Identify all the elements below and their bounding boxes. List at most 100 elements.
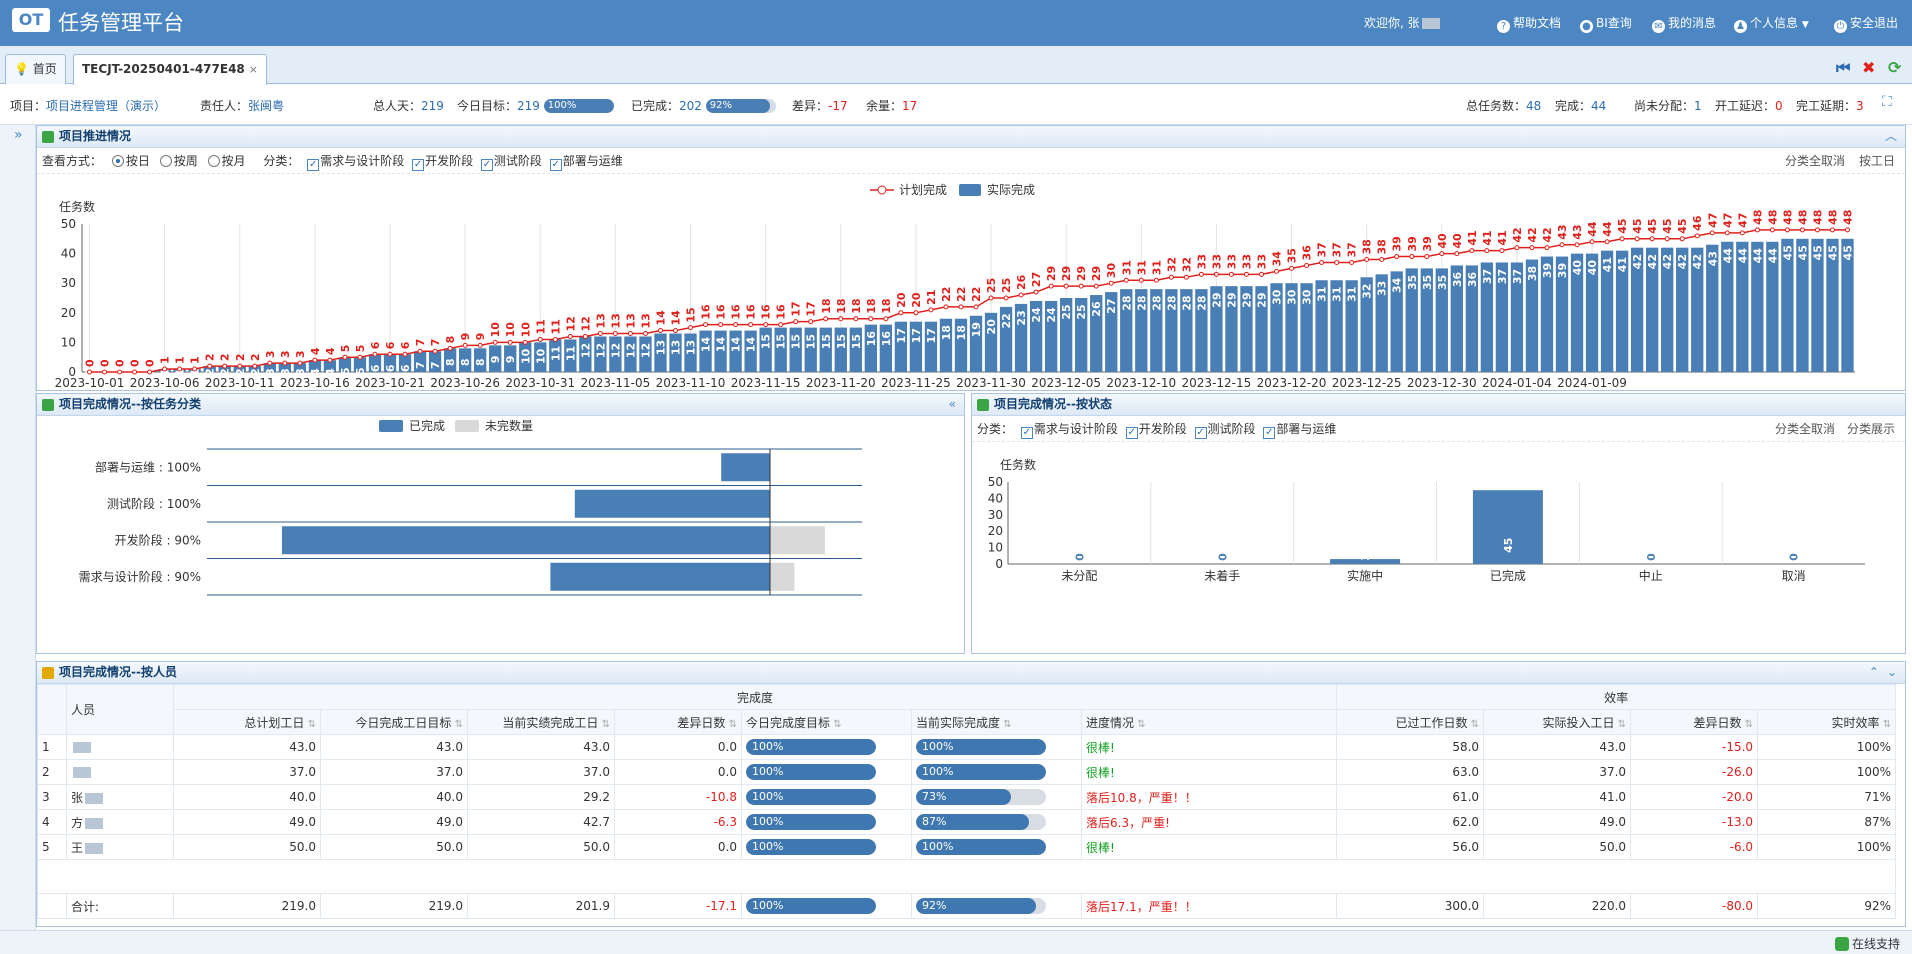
actual-bar — [1721, 241, 1734, 372]
messages-link[interactable]: ✉ 我的消息 — [1652, 14, 1716, 33]
col-progress-status[interactable]: 进度情况 — [1080, 709, 1338, 735]
cell-eff-diff: -20.0 — [1630, 784, 1759, 810]
checkbox-test[interactable]: ✓ — [480, 159, 493, 171]
plan-point — [1364, 257, 1370, 263]
plan-value-label: 27 — [1030, 272, 1043, 287]
actual-bar — [323, 360, 337, 372]
actual-value-label: 28 — [1120, 295, 1133, 310]
refresh-icon[interactable]: ⟳ — [1888, 58, 1902, 77]
col-actual-days[interactable]: 当前实绩完成工日 — [467, 709, 615, 735]
plan-point — [1814, 227, 1820, 233]
logout-link[interactable]: ⏻ 安全退出 — [1834, 14, 1898, 33]
plan-point — [1258, 271, 1264, 277]
checkbox-dev[interactable]: ✓ — [412, 159, 425, 171]
status-checkbox-test[interactable]: ✓ — [1194, 427, 1207, 439]
radio-by-day[interactable] — [111, 155, 124, 167]
today-target-progress-fill: 100% — [543, 99, 614, 113]
actual-value-label: 12 — [639, 343, 652, 358]
actual-value-label: 17 — [895, 328, 908, 343]
category-panel: 项目完成情况--按任务分类 « 已完成 未完数量 部署与运维 : 100% 测试阶段 :… — [36, 393, 965, 654]
plan-value-label: 42 — [1526, 227, 1539, 242]
actual-bar — [1465, 265, 1479, 372]
expand-sidebar-icon[interactable]: » — [14, 127, 23, 143]
col-eff-diff[interactable]: 差异日数 — [1630, 709, 1759, 735]
table-row[interactable]: 3 张 40.0 40.0 29.2 -10.8 100% 73% 落后10.8… — [37, 784, 1897, 810]
plan-value-label: 29 — [1090, 266, 1103, 281]
tab-project[interactable]: TECJT-20250401-477E48 × — [73, 54, 267, 85]
actual-bar — [849, 327, 862, 372]
close-icon[interactable]: × — [248, 63, 258, 76]
tab-home[interactable]: 💡 首页 — [5, 54, 66, 84]
collapse-down-icon[interactable]: ⌄ — [1886, 665, 1897, 679]
cancel-all-categories-link[interactable]: 分类全取消 — [1785, 154, 1846, 168]
bi-query-link[interactable]: ● BI查询 — [1580, 14, 1632, 33]
table-row[interactable]: 2 37.0 37.0 37.0 0.0 100% 100% 很棒! 63.0 … — [37, 759, 1897, 785]
done-bar — [550, 562, 770, 591]
table-row[interactable]: 1 43.0 43.0 43.0 0.0 100% 100% 很棒! 58.0 … — [37, 734, 1897, 760]
status-checkbox-ops[interactable]: ✓ — [1263, 427, 1276, 439]
plan-value-label: 0 — [99, 359, 112, 367]
profile-menu[interactable]: ♟ 个人信息 ▼ — [1734, 14, 1809, 33]
radio-by-week[interactable] — [159, 155, 172, 167]
col-invested-days[interactable]: 实际投入工日 — [1483, 709, 1632, 735]
profile-label: 个人信息 — [1750, 16, 1799, 30]
efficiency-group-header: 效率 — [1336, 684, 1897, 710]
actual-bar — [759, 327, 772, 372]
col-target-pct[interactable]: 今日完成度目标 — [741, 709, 912, 735]
col-actual-pct[interactable]: 当前实际完成度 — [911, 709, 1082, 735]
plan-point — [913, 310, 919, 316]
col-efficiency[interactable]: 实时效率 — [1757, 709, 1897, 735]
status-cancel-all-link[interactable]: 分类全取消 — [1775, 422, 1836, 436]
by-workday-link[interactable]: 按工日 — [1859, 154, 1896, 168]
total-row[interactable]: 合计: 219.0 219.0 201.9 -17.1 100% 92% 落后1… — [37, 893, 1897, 919]
people-panel-header: 项目完成情况--按人员 ⌃ ⌄ — [37, 662, 1905, 684]
plan-value-label: 25 — [985, 278, 998, 293]
checkbox-design[interactable]: ✓ — [307, 159, 320, 171]
col-diff-days[interactable]: 差异日数 — [614, 709, 742, 735]
row-index: 4 — [37, 809, 67, 835]
table-row[interactable]: 5 王 50.0 50.0 50.0 0.0 100% 100% 很棒! 56.… — [37, 834, 1897, 860]
plan-value-label: 20 — [895, 292, 908, 308]
status-value-label: 0 — [1216, 553, 1229, 561]
scroll-up-icon[interactable]: ⌃ — [1868, 665, 1879, 679]
actual-bar — [233, 366, 246, 372]
collapse-left-icon[interactable]: « — [948, 397, 956, 411]
close-all-icon[interactable]: ✖ — [1862, 58, 1876, 77]
first-page-icon[interactable]: ⏮ — [1836, 58, 1851, 77]
status-checkbox-dev[interactable]: ✓ — [1125, 427, 1138, 439]
col-today-target[interactable]: 今日完成工日目标 — [320, 709, 468, 735]
plan-value-label: 10 — [489, 322, 502, 338]
plan-value-label: 39 — [1406, 236, 1419, 251]
x-tick-label: 2023-10-31 — [505, 376, 575, 390]
plan-value-label: 32 — [1180, 257, 1193, 272]
cell-actual: 42.7 — [467, 809, 615, 835]
done-bar — [721, 453, 770, 482]
table-row[interactable]: 4 方 49.0 49.0 42.7 -6.3 100% 87% 落后6.3，严… — [37, 809, 1897, 835]
actual-value-label: 9 — [489, 356, 502, 364]
y-tick-label: 50 — [61, 217, 76, 231]
actual-value-label: 41 — [1601, 257, 1614, 272]
actual-bar — [909, 321, 923, 372]
plan-value-label: 17 — [805, 301, 818, 316]
radio-by-month[interactable] — [207, 155, 220, 167]
plan-point — [447, 345, 453, 351]
fullscreen-icon[interactable]: ⛶ — [1882, 94, 1892, 110]
plan-value-label: 44 — [1586, 221, 1599, 237]
left-sidebar-collapsed: » — [0, 125, 36, 930]
col-passed-days[interactable]: 已过工作日数 — [1336, 709, 1485, 735]
y-tick-label: 0 — [68, 365, 76, 379]
checkbox-ops[interactable]: ✓ — [549, 159, 562, 171]
status-show-link[interactable]: 分类展示 — [1847, 422, 1896, 436]
status-panel-title: 项目完成情况--按状态 — [994, 397, 1112, 411]
progress-panel: 项目推进情况 ︿ 查看方式： 按日 按周 按月 分类： ✓ 需求与设计阶段 ✓ 开发阶… — [36, 125, 1906, 391]
plan-point — [868, 316, 874, 322]
help-docs-link[interactable]: ? 帮助文档 — [1497, 14, 1561, 33]
online-support-link[interactable]: 在线支持 — [1834, 935, 1900, 952]
plan-point — [1514, 245, 1520, 251]
col-plan-days[interactable]: 总计划工日 — [173, 709, 321, 735]
plan-point — [522, 339, 528, 345]
plan-point — [507, 339, 513, 345]
collapse-icon[interactable]: ︿ — [1884, 129, 1897, 143]
status-checkbox-design[interactable]: ✓ — [1020, 427, 1033, 439]
actual-bar — [1841, 238, 1854, 372]
